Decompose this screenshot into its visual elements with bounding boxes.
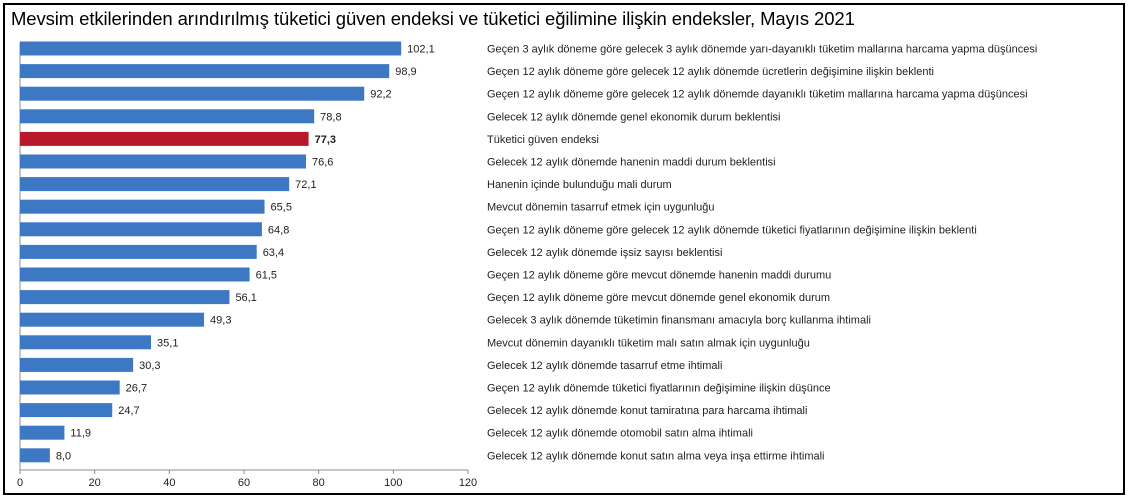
x-tick-label: 0: [17, 477, 23, 489]
bar: [20, 357, 134, 372]
category-label: Geçen 12 aylık dönemde tüketici fiyatlar…: [487, 383, 831, 395]
bar: [20, 425, 65, 440]
category-label: Hanenin içinde bulunduğu mali durum: [487, 179, 672, 191]
x-tick-label: 60: [238, 477, 250, 489]
chart-title: Mevsim etkilerinden arındırılmış tüketic…: [11, 8, 855, 29]
data-label: 72,1: [295, 179, 316, 191]
data-label: 98,9: [395, 66, 416, 78]
bar: [20, 335, 152, 350]
bar: [20, 312, 205, 327]
x-tick-label: 100: [384, 477, 402, 489]
category-label: Gelecek 12 aylık dönemde konut satın alm…: [487, 450, 825, 462]
bar-highlight: [20, 131, 309, 146]
bar: [20, 380, 120, 395]
data-label: 24,7: [118, 405, 139, 417]
data-label: 65,5: [271, 202, 292, 214]
data-label: 30,3: [139, 360, 160, 372]
bar: [20, 109, 315, 124]
category-label: Mevcut dönemin dayanıklı tüketim malı sa…: [487, 337, 810, 349]
bar: [20, 222, 262, 237]
data-label: 49,3: [210, 315, 231, 327]
x-tick-label: 120: [459, 477, 477, 489]
data-label: 63,4: [263, 247, 284, 259]
bar: [20, 41, 402, 56]
bar: [20, 64, 390, 79]
bar: [20, 199, 265, 214]
data-label: 102,1: [407, 44, 435, 56]
bar: [20, 290, 230, 305]
x-tick-label: 40: [163, 477, 175, 489]
category-label: Geçen 12 aylık döneme göre mevcut dönemd…: [487, 270, 831, 282]
data-label: 76,6: [312, 157, 333, 169]
bar: [20, 267, 250, 282]
category-label: Gelecek 12 aylık dönemde otomobil satın …: [487, 428, 753, 440]
category-label: Tüketici güven endeksi: [487, 134, 599, 146]
data-label: 77,3: [315, 134, 336, 146]
data-label: 8,0: [56, 450, 71, 462]
category-label: Gelecek 12 aylık dönemde genel ekonomik …: [487, 111, 781, 123]
category-label: Gelecek 12 aylık dönemde işsiz sayısı be…: [487, 247, 722, 259]
x-tick-label: 80: [313, 477, 325, 489]
bar: [20, 177, 290, 192]
data-label: 61,5: [256, 270, 277, 282]
category-label: Geçen 3 aylık döneme göre gelecek 3 aylı…: [487, 44, 1037, 56]
data-label: 26,7: [126, 383, 147, 395]
data-label: 56,1: [235, 292, 256, 304]
bar: [20, 244, 257, 259]
bar: [20, 86, 365, 101]
x-tick-label: 20: [89, 477, 101, 489]
data-label: 35,1: [157, 337, 178, 349]
category-label: Gelecek 12 aylık dönemde tasarruf etme i…: [487, 360, 722, 372]
data-label: 11,9: [70, 428, 91, 440]
category-label: Gelecek 12 aylık dönemde konut tamiratın…: [487, 405, 807, 417]
category-label: Geçen 12 aylık döneme göre gelecek 12 ay…: [487, 89, 1028, 101]
bar: [20, 403, 113, 418]
category-label: Gelecek 12 aylık dönemde hanenin maddi d…: [487, 157, 776, 169]
bar: [20, 448, 50, 463]
category-label: Gelecek 3 aylık dönemde tüketimin finans…: [487, 315, 871, 327]
category-label: Geçen 12 aylık döneme göre gelecek 12 ay…: [487, 224, 977, 236]
data-label: 78,8: [320, 111, 341, 123]
data-label: 92,2: [370, 89, 391, 101]
category-label: Geçen 12 aylık döneme göre gelecek 12 ay…: [487, 66, 934, 78]
category-label: Mevcut dönemin tasarruf etmek için uygun…: [487, 202, 714, 214]
category-label: Geçen 12 aylık döneme göre mevcut dönemd…: [487, 292, 830, 304]
bar: [20, 154, 306, 169]
data-label: 64,8: [268, 224, 289, 236]
